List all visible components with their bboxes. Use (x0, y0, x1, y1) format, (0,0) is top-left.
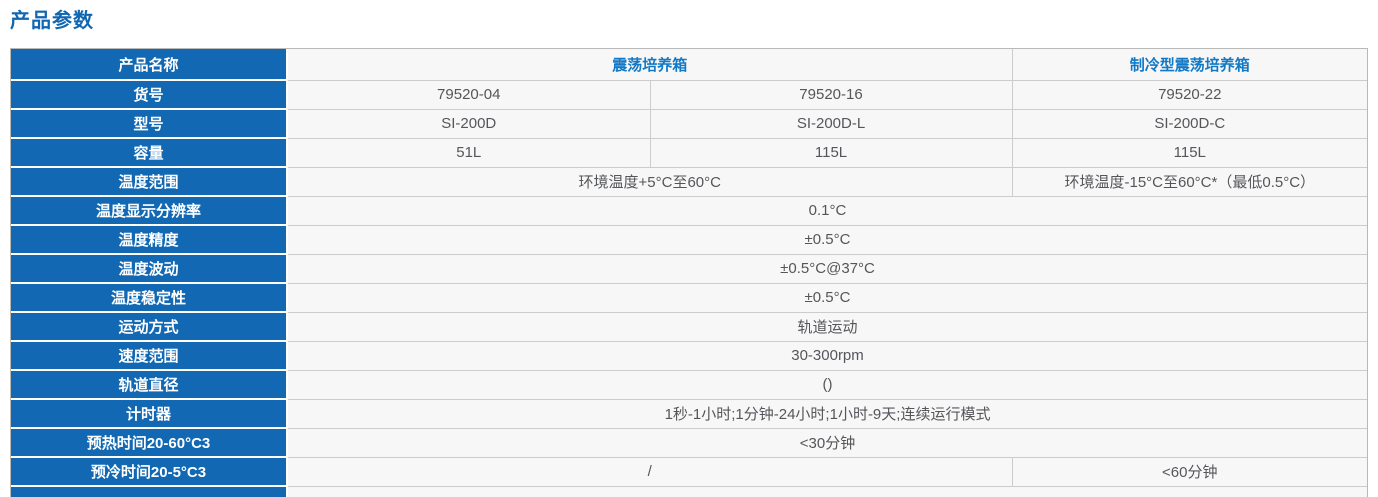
row-label: 温度精度 (11, 225, 288, 255)
value-cell: () (287, 370, 1368, 400)
table-row: 速度范围 30-300rpm (11, 341, 1368, 371)
table-row: 预冷时间20-5°C3/<60分钟 (11, 457, 1368, 487)
table-row: 温度稳定性 ±0.5°C (11, 283, 1368, 313)
value-cell: ±0.5°C@37°C (287, 254, 1368, 284)
spec-table-body: 产品名称 震荡培养箱 制冷型震荡培养箱 货号 79520-04 79520-16 79520… (11, 49, 1368, 497)
value-cell: SI-200D-C (1012, 109, 1368, 139)
value-cell: 51L (287, 138, 651, 168)
value-cell (287, 486, 1368, 497)
table-row: 轨道直径() (11, 370, 1368, 400)
row-label: 产品名称 (11, 49, 288, 81)
table-row (11, 486, 1368, 497)
row-label: 轨道直径 (11, 370, 288, 400)
row-label: 容量 (11, 138, 288, 168)
row-label: 温度范围 (11, 167, 288, 197)
row-label: 温度显示分辨率 (11, 196, 288, 226)
value-cell: 115L (650, 138, 1013, 168)
value-cell: <30分钟 (287, 428, 1368, 458)
table-row: 温度显示分辨率 0.1°C (11, 196, 1368, 226)
spec-table-wrapper: 产品名称 震荡培养箱 制冷型震荡培养箱 货号 79520-04 79520-16 79520… (10, 48, 1368, 497)
row-label (11, 486, 288, 497)
value-cell: 79520-16 (650, 80, 1013, 110)
row-label: 计时器 (11, 399, 288, 429)
product-name-cell: 制冷型震荡培养箱 (1012, 49, 1368, 81)
row-label: 货号 (11, 80, 288, 110)
row-label: 速度范围 (11, 341, 288, 371)
value-cell: SI-200D-L (650, 109, 1013, 139)
row-label: 预冷时间20-5°C3 (11, 457, 288, 487)
value-cell: 30-300rpm (287, 341, 1368, 371)
row-label: 预热时间20-60°C3 (11, 428, 288, 458)
value-cell: <60分钟 (1012, 457, 1368, 487)
value-cell: 轨道运动 (287, 312, 1368, 342)
table-row: 计时器 1秒-1小时;1分钟-24小时;1小时-9天;连续运行模式 (11, 399, 1368, 429)
value-cell: 115L (1012, 138, 1368, 168)
value-cell: 79520-22 (1012, 80, 1368, 110)
row-label: 温度波动 (11, 254, 288, 284)
row-label: 型号 (11, 109, 288, 139)
value-cell: 环境温度+5°C至60°C (287, 167, 1013, 197)
table-row: 温度精度 ±0.5°C (11, 225, 1368, 255)
value-cell: ±0.5°C (287, 225, 1368, 255)
table-row: 预热时间20-60°C3 <30分钟 (11, 428, 1368, 458)
table-row: 货号 79520-04 79520-16 79520-22 (11, 80, 1368, 110)
table-row: 产品名称 震荡培养箱 制冷型震荡培养箱 (11, 49, 1368, 81)
table-row: 型号 SI-200D SI-200D-L SI-200D-C (11, 109, 1368, 139)
table-row: 运动方式 轨道运动 (11, 312, 1368, 342)
value-cell: 环境温度-15°C至60°C*（最低0.5°C） (1012, 167, 1368, 197)
row-label: 温度稳定性 (11, 283, 288, 313)
product-spec-table: 产品名称 震荡培养箱 制冷型震荡培养箱 货号 79520-04 79520-16 79520… (11, 49, 1368, 497)
value-cell: ±0.5°C (287, 283, 1368, 313)
value-cell: 0.1°C (287, 196, 1368, 226)
value-cell: SI-200D (287, 109, 651, 139)
value-cell: 1秒-1小时;1分钟-24小时;1小时-9天;连续运行模式 (287, 399, 1368, 429)
table-row: 容量 51L 115L 115L (11, 138, 1368, 168)
product-name-cell: 震荡培养箱 (287, 49, 1013, 81)
value-cell: / (287, 457, 1013, 487)
table-row: 温度波动 ±0.5°C@37°C (11, 254, 1368, 284)
page-title: 产品参数 (10, 10, 94, 32)
table-row: 温度范围 环境温度+5°C至60°C 环境温度-15°C至60°C*（最低0.5°C… (11, 167, 1368, 197)
value-cell: 79520-04 (287, 80, 651, 110)
row-label: 运动方式 (11, 312, 288, 342)
